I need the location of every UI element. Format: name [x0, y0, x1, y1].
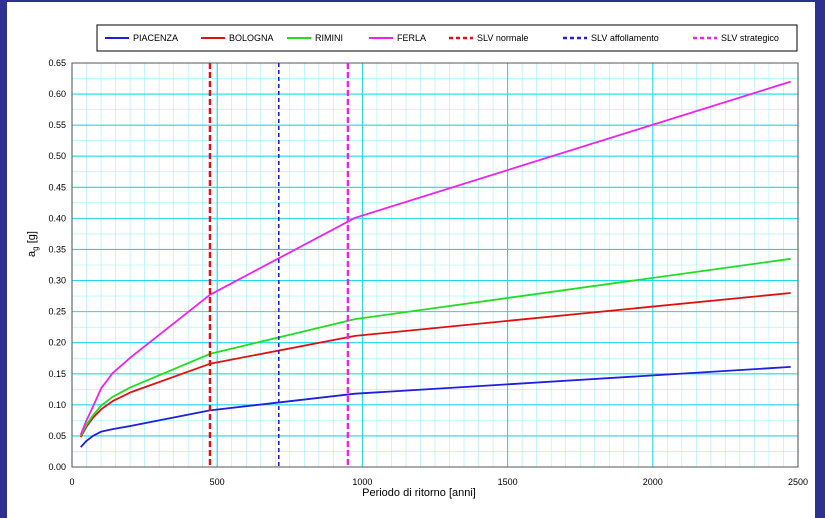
x-tick-label: 1000 [352, 477, 372, 487]
legend-label: PIACENZA [133, 33, 178, 43]
y-tick-label: 0.55 [48, 120, 66, 130]
y-tick-label: 0.50 [48, 151, 66, 161]
legend-box [96, 24, 798, 52]
x-axis-title: Periodo di ritorno [anni] [362, 487, 476, 499]
plot-area-border [71, 62, 799, 468]
y-axis-title-tail: [g] [26, 231, 38, 246]
legend-label: FERLA [397, 33, 426, 43]
chart-frame: 0 500 1000 1500 2000 2500 0.00 0.05 0.10 0.15 0.20… [7, 2, 815, 518]
legend-label: SLV normale [477, 33, 528, 43]
y-tick-label: 0.15 [48, 369, 66, 379]
y-tick-label: 0.65 [48, 58, 66, 68]
y-tick-label: 0.20 [48, 338, 66, 348]
y-axis-title: ag [g] [26, 231, 40, 257]
series-line-ferla [79, 80, 791, 436]
x-tick-label: 2500 [788, 477, 808, 487]
y-tick-label: 0.40 [48, 213, 66, 223]
y-axis-title-sub: g [31, 246, 40, 250]
legend-label: SLV strategico [721, 33, 779, 43]
chart: 0 500 1000 1500 2000 2500 0.00 0.05 0.10 0.15 0.20… [26, 24, 808, 499]
x-tick-label: 0 [69, 477, 74, 487]
y-tick-label: 0.05 [48, 431, 66, 441]
y-axis-title-main: a [26, 250, 38, 257]
legend: PIACENZA BOLOGNA RIMINI FERLA SLV normale SLV… [96, 24, 798, 52]
y-tick-label: 0.60 [48, 89, 66, 99]
series-line-rimini [79, 257, 791, 437]
series-layer [79, 63, 791, 467]
legend-label: SLV affollamento [591, 33, 659, 43]
chart-grid [71, 62, 799, 468]
y-tick-label: 0.45 [48, 182, 66, 192]
legend-label: BOLOGNA [229, 33, 274, 43]
series-line-piacenza [80, 366, 791, 448]
y-tick-label: 0.30 [48, 276, 66, 286]
legend-label: RIMINI [315, 33, 343, 43]
y-tick-label: 0.35 [48, 244, 66, 254]
x-tick-label: 500 [210, 477, 225, 487]
x-tick-label: 1500 [498, 477, 518, 487]
y-tick-label: 0.00 [48, 462, 66, 472]
svg-text:ag [g]: ag [g] [26, 231, 40, 257]
plot-border [71, 62, 799, 468]
x-tick-label: 2000 [643, 477, 663, 487]
tick-labels: 0 500 1000 1500 2000 2500 0.00 0.05 0.10 0.15 0.20… [48, 58, 808, 487]
y-tick-label: 0.10 [48, 400, 66, 410]
y-tick-label: 0.25 [48, 307, 66, 317]
series-line-bologna [79, 292, 791, 438]
